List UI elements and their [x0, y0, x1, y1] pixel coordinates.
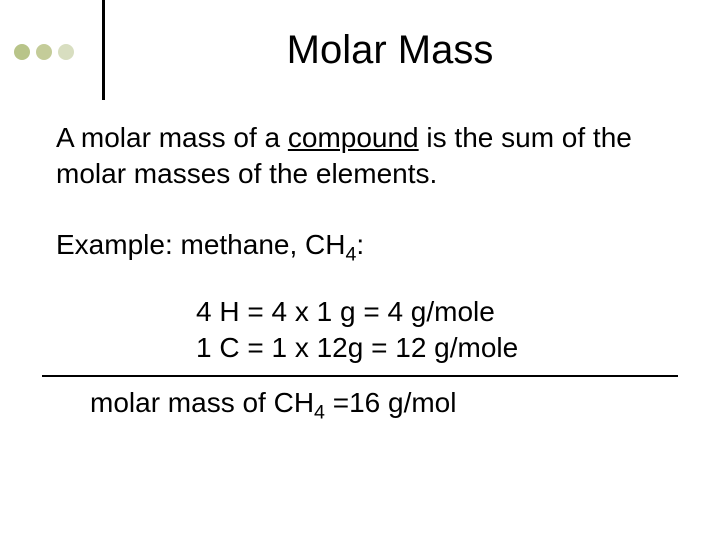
definition-prefix: A molar mass of a [56, 122, 288, 153]
slide-content: A molar mass of a compound is the sum of… [0, 110, 720, 367]
example-subscript: 4 [345, 243, 356, 265]
example-colon: : [356, 229, 364, 260]
slide-header: Molar Mass [0, 0, 720, 110]
calc-line-1: 4 H = 4 x 1 g = 4 g/mole [196, 294, 664, 330]
definition-underlined: compound [288, 122, 419, 153]
result-suffix: =16 g/mol [325, 387, 457, 418]
result-prefix: molar mass of CH [90, 387, 314, 418]
example-line: Example: methane, CH4: [56, 227, 664, 268]
result-subscript: 4 [314, 401, 325, 423]
definition-text: A molar mass of a compound is the sum of… [56, 120, 664, 193]
calc-line-2: 1 C = 1 x 12g = 12 g/mole [196, 330, 664, 366]
calculation-block: 4 H = 4 x 1 g = 4 g/mole 1 C = 1 x 12g =… [196, 294, 664, 367]
result-line: molar mass of CH4 =16 g/mol [90, 387, 720, 425]
example-label: Example: methane, CH [56, 229, 345, 260]
slide-title: Molar Mass [0, 28, 720, 73]
horizontal-divider [42, 375, 678, 377]
